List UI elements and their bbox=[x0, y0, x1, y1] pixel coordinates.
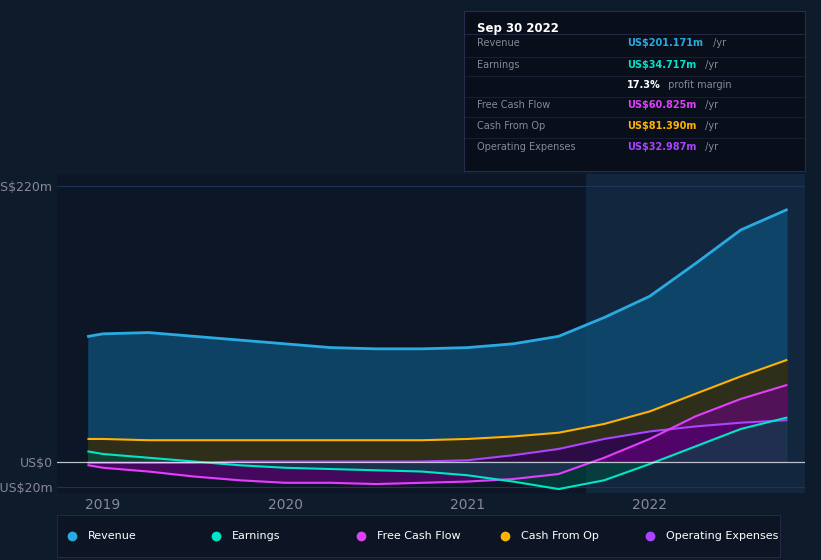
Text: US$60.825m: US$60.825m bbox=[627, 100, 697, 110]
Text: Operating Expenses: Operating Expenses bbox=[478, 142, 576, 152]
Text: 17.3%: 17.3% bbox=[627, 80, 661, 90]
Text: US$32.987m: US$32.987m bbox=[627, 142, 697, 152]
Text: US$201.171m: US$201.171m bbox=[627, 38, 704, 48]
Text: /yr: /yr bbox=[710, 38, 726, 48]
Text: /yr: /yr bbox=[702, 142, 718, 152]
Text: US$34.717m: US$34.717m bbox=[627, 60, 697, 71]
Text: Sep 30 2022: Sep 30 2022 bbox=[478, 22, 559, 35]
Text: Cash From Op: Cash From Op bbox=[478, 121, 546, 131]
Text: /yr: /yr bbox=[702, 100, 718, 110]
Text: Revenue: Revenue bbox=[478, 38, 521, 48]
Text: Cash From Op: Cash From Op bbox=[521, 531, 599, 541]
Text: /yr: /yr bbox=[702, 121, 718, 131]
Text: Free Cash Flow: Free Cash Flow bbox=[478, 100, 551, 110]
Text: /yr: /yr bbox=[702, 60, 718, 71]
Text: Operating Expenses: Operating Expenses bbox=[666, 531, 778, 541]
Text: US$81.390m: US$81.390m bbox=[627, 121, 697, 131]
Text: Earnings: Earnings bbox=[232, 531, 281, 541]
Bar bbox=[586, 174, 805, 493]
Text: profit margin: profit margin bbox=[665, 80, 732, 90]
Text: Revenue: Revenue bbox=[88, 531, 136, 541]
Text: Earnings: Earnings bbox=[478, 60, 520, 71]
Text: Free Cash Flow: Free Cash Flow bbox=[377, 531, 461, 541]
